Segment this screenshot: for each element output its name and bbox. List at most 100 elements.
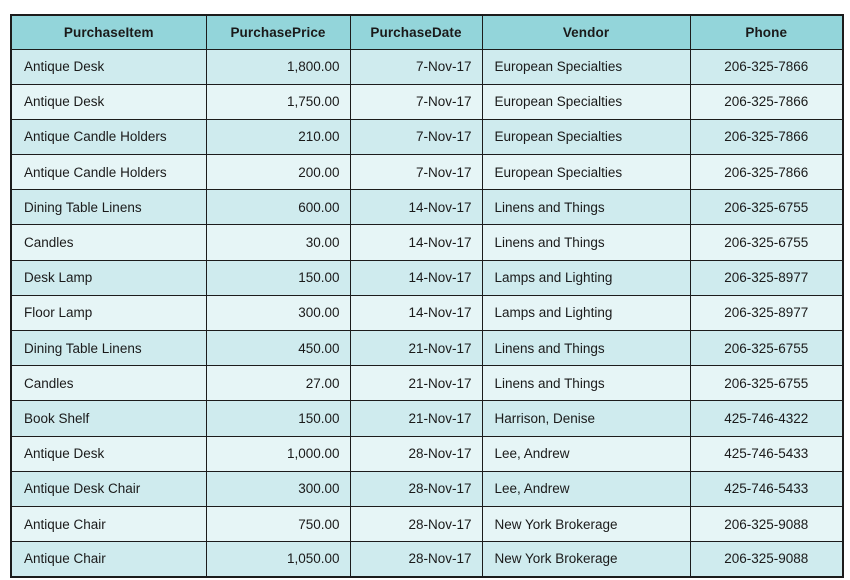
cell-purchase-item: Book Shelf bbox=[10, 400, 207, 437]
table-row: Antique Desk 1,000.00 28-Nov-17 Lee, Andrew… bbox=[10, 435, 844, 472]
cell-purchase-price: 200.00 bbox=[205, 154, 351, 191]
cell-phone: 206-325-6755 bbox=[689, 329, 844, 367]
cell-purchase-item: Candles bbox=[10, 224, 207, 261]
cell-phone: 206-325-7866 bbox=[689, 48, 844, 85]
purchases-table: PurchaseItem PurchasePrice PurchaseDate … bbox=[10, 14, 844, 578]
table-row: Antique Desk Chair 300.00 28-Nov-17 Lee, An… bbox=[10, 470, 844, 507]
table-row: Candles 27.00 21-Nov-17 Linens and Things 20… bbox=[10, 365, 844, 402]
cell-phone: 206-325-6755 bbox=[689, 365, 844, 402]
cell-phone: 206-325-7866 bbox=[689, 118, 844, 156]
cell-purchase-price: 300.00 bbox=[205, 294, 351, 332]
column-header-purchase-date: PurchaseDate bbox=[349, 14, 483, 50]
cell-purchase-price: 450.00 bbox=[205, 329, 351, 367]
cell-purchase-price: 30.00 bbox=[205, 224, 351, 261]
cell-vendor: Lamps and Lighting bbox=[481, 259, 691, 296]
cell-purchase-price: 27.00 bbox=[205, 365, 351, 402]
cell-purchase-price: 600.00 bbox=[205, 189, 351, 226]
cell-purchase-date: 14-Nov-17 bbox=[349, 189, 483, 226]
cell-purchase-item: Antique Desk Chair bbox=[10, 470, 207, 507]
cell-vendor: European Specialties bbox=[481, 83, 691, 120]
cell-phone: 206-325-8977 bbox=[689, 294, 844, 332]
table-row: Candles 30.00 14-Nov-17 Linens and Things 20… bbox=[10, 224, 844, 261]
table-row: Antique Desk 1,750.00 7-Nov-17 European Spe… bbox=[10, 83, 844, 120]
cell-purchase-date: 7-Nov-17 bbox=[349, 154, 483, 191]
cell-vendor: Linens and Things bbox=[481, 189, 691, 226]
cell-purchase-date: 28-Nov-17 bbox=[349, 541, 483, 578]
cell-purchase-item: Floor Lamp bbox=[10, 294, 207, 332]
cell-purchase-item: Dining Table Linens bbox=[10, 189, 207, 226]
cell-purchase-date: 14-Nov-17 bbox=[349, 224, 483, 261]
table-row: Dining Table Linens 450.00 21-Nov-17 Linens… bbox=[10, 329, 844, 367]
cell-purchase-price: 1,750.00 bbox=[205, 83, 351, 120]
table-row: Antique Chair 1,050.00 28-Nov-17 New York B… bbox=[10, 541, 844, 578]
table-row: Book Shelf 150.00 21-Nov-17 Harrison, Denis… bbox=[10, 400, 844, 437]
cell-vendor: Linens and Things bbox=[481, 329, 691, 367]
cell-purchase-price: 150.00 bbox=[205, 259, 351, 296]
cell-purchase-date: 7-Nov-17 bbox=[349, 83, 483, 120]
column-header-purchase-item: PurchaseItem bbox=[10, 14, 207, 50]
cell-phone: 206-325-8977 bbox=[689, 259, 844, 296]
cell-phone: 425-746-4322 bbox=[689, 400, 844, 437]
cell-purchase-price: 1,000.00 bbox=[205, 435, 351, 472]
cell-purchase-date: 7-Nov-17 bbox=[349, 48, 483, 85]
cell-vendor: European Specialties bbox=[481, 154, 691, 191]
cell-vendor: Lee, Andrew bbox=[481, 435, 691, 472]
cell-purchase-date: 21-Nov-17 bbox=[349, 365, 483, 402]
cell-purchase-item: Antique Chair bbox=[10, 505, 207, 543]
cell-purchase-item: Antique Desk bbox=[10, 435, 207, 472]
cell-purchase-date: 28-Nov-17 bbox=[349, 505, 483, 543]
cell-vendor: Linens and Things bbox=[481, 365, 691, 402]
table-header: PurchaseItem PurchasePrice PurchaseDate … bbox=[10, 14, 844, 50]
header-row: PurchaseItem PurchasePrice PurchaseDate … bbox=[10, 14, 844, 50]
cell-phone: 206-325-6755 bbox=[689, 189, 844, 226]
cell-purchase-item: Dining Table Linens bbox=[10, 329, 207, 367]
cell-vendor: Harrison, Denise bbox=[481, 400, 691, 437]
cell-vendor: Lamps and Lighting bbox=[481, 294, 691, 332]
cell-purchase-date: 14-Nov-17 bbox=[349, 259, 483, 296]
cell-purchase-item: Antique Desk bbox=[10, 48, 207, 85]
cell-purchase-date: 21-Nov-17 bbox=[349, 400, 483, 437]
cell-vendor: Lee, Andrew bbox=[481, 470, 691, 507]
cell-vendor: European Specialties bbox=[481, 118, 691, 156]
table-body: Antique Desk 1,800.00 7-Nov-17 European Spe… bbox=[10, 48, 844, 578]
cell-purchase-date: 21-Nov-17 bbox=[349, 329, 483, 367]
cell-purchase-item: Antique Candle Holders bbox=[10, 118, 207, 156]
column-header-phone: Phone bbox=[689, 14, 844, 50]
cell-purchase-date: 14-Nov-17 bbox=[349, 294, 483, 332]
cell-purchase-item: Antique Candle Holders bbox=[10, 154, 207, 191]
cell-phone: 425-746-5433 bbox=[689, 470, 844, 507]
column-header-vendor: Vendor bbox=[481, 14, 691, 50]
cell-phone: 206-325-6755 bbox=[689, 224, 844, 261]
cell-vendor: Linens and Things bbox=[481, 224, 691, 261]
table-row: Antique Candle Holders 200.00 7-Nov-17 Euro… bbox=[10, 154, 844, 191]
cell-purchase-item: Candles bbox=[10, 365, 207, 402]
cell-purchase-price: 1,050.00 bbox=[205, 541, 351, 578]
cell-purchase-date: 28-Nov-17 bbox=[349, 435, 483, 472]
cell-phone: 206-325-7866 bbox=[689, 154, 844, 191]
cell-phone: 425-746-5433 bbox=[689, 435, 844, 472]
cell-vendor: New York Brokerage bbox=[481, 541, 691, 578]
cell-purchase-item: Desk Lamp bbox=[10, 259, 207, 296]
cell-purchase-date: 28-Nov-17 bbox=[349, 470, 483, 507]
cell-vendor: European Specialties bbox=[481, 48, 691, 85]
purchases-table-container: PurchaseItem PurchasePrice PurchaseDate … bbox=[10, 14, 844, 578]
cell-phone: 206-325-7866 bbox=[689, 83, 844, 120]
cell-purchase-price: 300.00 bbox=[205, 470, 351, 507]
cell-purchase-price: 750.00 bbox=[205, 505, 351, 543]
table-row: Antique Candle Holders 210.00 7-Nov-17 Euro… bbox=[10, 118, 844, 156]
cell-phone: 206-325-9088 bbox=[689, 505, 844, 543]
cell-purchase-item: Antique Desk bbox=[10, 83, 207, 120]
table-row: Antique Desk 1,800.00 7-Nov-17 European Spe… bbox=[10, 48, 844, 85]
cell-purchase-date: 7-Nov-17 bbox=[349, 118, 483, 156]
cell-purchase-price: 150.00 bbox=[205, 400, 351, 437]
column-header-purchase-price: PurchasePrice bbox=[205, 14, 351, 50]
cell-purchase-price: 210.00 bbox=[205, 118, 351, 156]
cell-purchase-item: Antique Chair bbox=[10, 541, 207, 578]
cell-vendor: New York Brokerage bbox=[481, 505, 691, 543]
table-row: Floor Lamp 300.00 14-Nov-17 Lamps and Light… bbox=[10, 294, 844, 332]
table-row: Dining Table Linens 600.00 14-Nov-17 Linens… bbox=[10, 189, 844, 226]
cell-phone: 206-325-9088 bbox=[689, 541, 844, 578]
table-row: Desk Lamp 150.00 14-Nov-17 Lamps and Lighti… bbox=[10, 259, 844, 296]
cell-purchase-price: 1,800.00 bbox=[205, 48, 351, 85]
table-row: Antique Chair 750.00 28-Nov-17 New York Bro… bbox=[10, 505, 844, 543]
